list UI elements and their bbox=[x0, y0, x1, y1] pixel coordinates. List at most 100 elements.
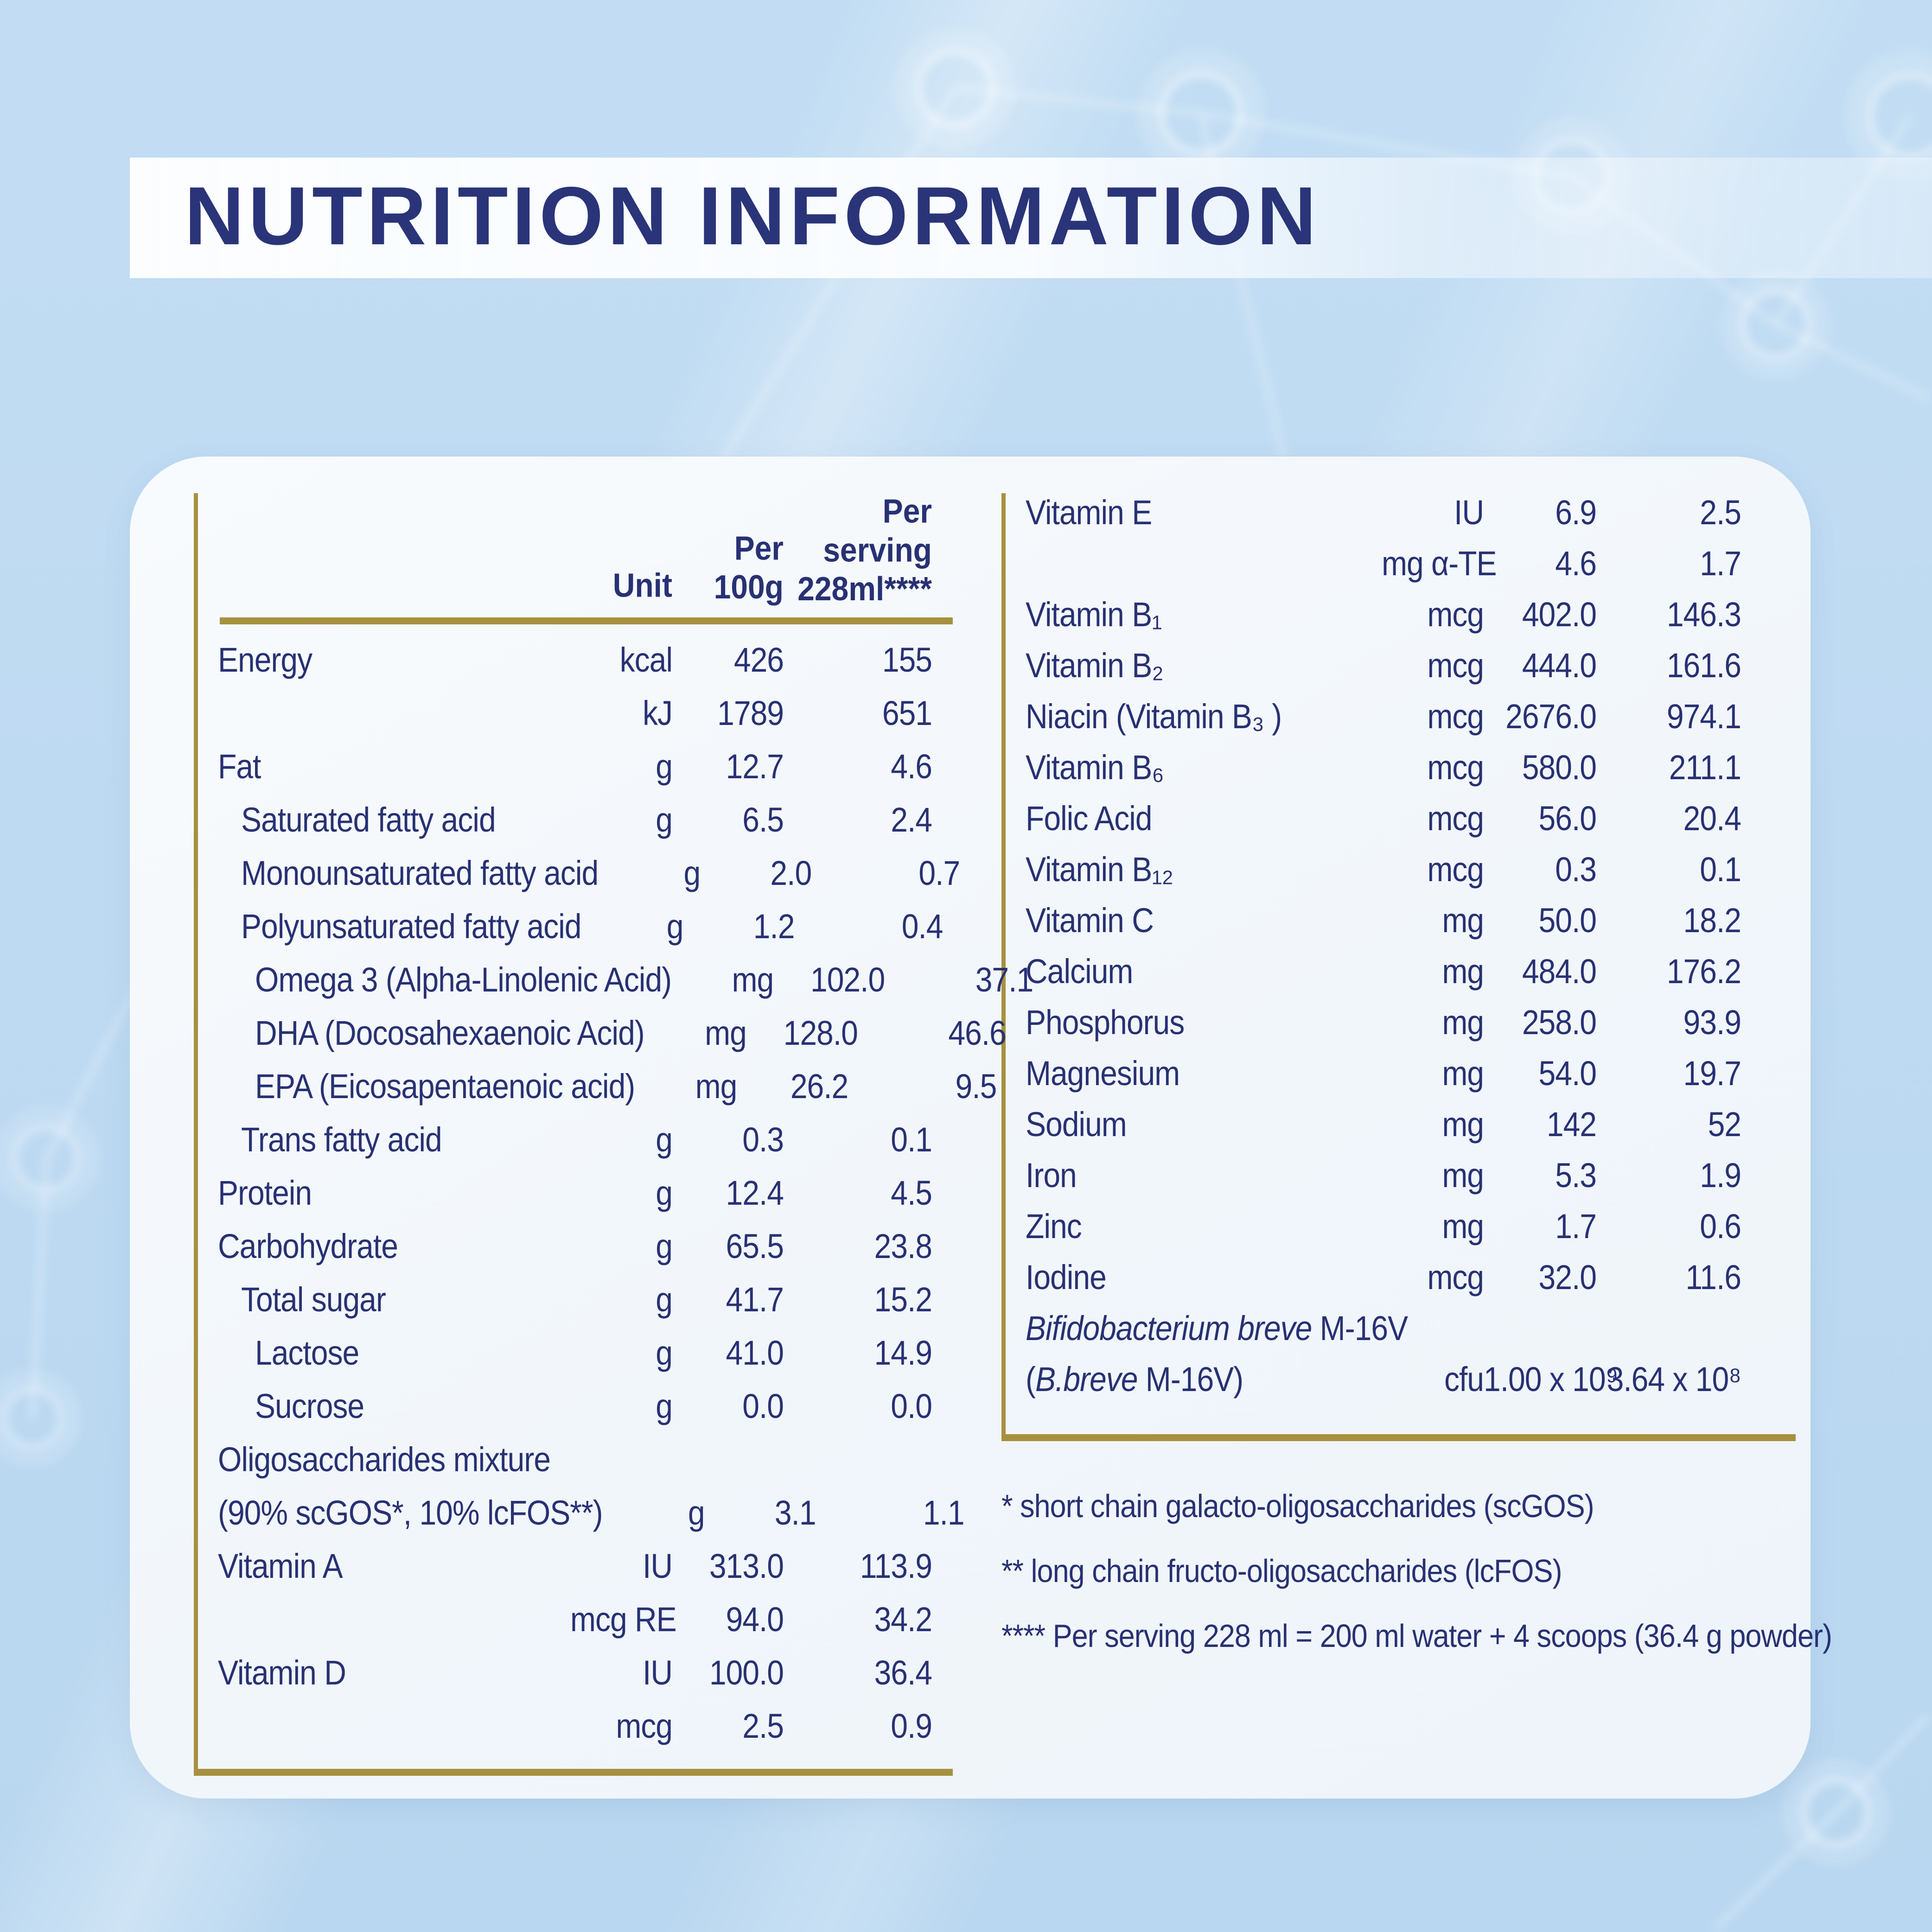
row-value-per-serving: 211.1 bbox=[1669, 748, 1741, 787]
row-label: Carbohydrate bbox=[218, 1227, 398, 1265]
row-unit: mcg bbox=[616, 1706, 673, 1745]
row-label: Protein bbox=[218, 1173, 312, 1212]
table-row-bifidobacterium-line1: Bifidobacterium breve M-16V bbox=[1001, 1303, 1796, 1354]
row-unit: mg bbox=[695, 1067, 738, 1105]
table-row: Vitamin B₆ mcg 580.0 211.1 bbox=[1001, 742, 1796, 793]
table-row: Vitamin B₂ mcg 444.0 161.6 bbox=[1001, 640, 1796, 691]
row-label: Vitamin E bbox=[1026, 493, 1152, 532]
row-unit: g bbox=[656, 1333, 673, 1372]
row-value-per-100g: 12.4 bbox=[726, 1173, 784, 1212]
page-title: NUTRITION INFORMATION bbox=[185, 170, 1320, 262]
row-unit: g bbox=[656, 1120, 673, 1158]
table-row: Trans fatty acid g 0.3 0.1 bbox=[194, 1112, 953, 1166]
row-unit: mg bbox=[1442, 901, 1484, 940]
row-value-per-serving: 2.4 bbox=[891, 800, 932, 839]
row-unit: mg bbox=[1442, 1054, 1484, 1093]
table-row: mcg 2.5 0.9 bbox=[194, 1699, 953, 1752]
row-label: Sucrose bbox=[255, 1386, 364, 1425]
row-unit: IU bbox=[643, 1653, 673, 1691]
row-value-per-serving: 15.2 bbox=[874, 1280, 932, 1318]
table-row: kJ 1789 651 bbox=[194, 686, 953, 739]
row-value-per-serving: 23.8 bbox=[874, 1227, 932, 1265]
row-value-per-100g: 258.0 bbox=[1522, 1003, 1597, 1042]
row-value-per-serving: 37.1 bbox=[975, 960, 1033, 998]
row-label: Vitamin B₆ bbox=[1026, 748, 1164, 787]
row-label: Vitamin B₂ bbox=[1026, 646, 1164, 685]
header-per-serving: Per serving 228ml**** bbox=[797, 492, 932, 608]
row-value-per-serving: 36.4 bbox=[874, 1653, 932, 1691]
table-row: Vitamin B₁ mcg 402.0 146.3 bbox=[1001, 589, 1796, 640]
row-label: Sodium bbox=[1026, 1105, 1127, 1144]
row-value-per-100g: 56.0 bbox=[1538, 799, 1597, 838]
right-table-vertical-rule bbox=[1001, 493, 1006, 1441]
row-value-per-100g: 41.0 bbox=[726, 1333, 784, 1372]
row-label: Iodine bbox=[1026, 1258, 1107, 1296]
header-unit: Unit bbox=[612, 566, 672, 604]
row-label: Lactose bbox=[255, 1333, 359, 1372]
row-value-per-serving: 0.4 bbox=[901, 907, 944, 945]
row-value-per-100g: 313.0 bbox=[709, 1546, 784, 1585]
row-value-per-serving: 1.7 bbox=[1700, 544, 1741, 583]
row-value-per-serving: 176.2 bbox=[1666, 952, 1741, 991]
row-unit: IU bbox=[1454, 493, 1484, 532]
row-value-per-100g: 102.0 bbox=[810, 960, 885, 998]
row-label: Monounsaturated fatty acid bbox=[241, 853, 599, 892]
row-value-per-100g: 94.0 bbox=[726, 1600, 784, 1638]
row-label: Saturated fatty acid bbox=[241, 800, 496, 839]
table-row: Calcium mg 484.0 176.2 bbox=[1001, 946, 1796, 997]
row-unit: mcg bbox=[1427, 646, 1484, 685]
row-value-per-100g: 444.0 bbox=[1522, 646, 1597, 685]
title-banner: NUTRITION INFORMATION bbox=[130, 158, 1932, 278]
row-value-per-serving: 155 bbox=[882, 640, 932, 679]
row-value-per-100g: 0.3 bbox=[1555, 850, 1597, 889]
row-value-per-serving: 52 bbox=[1708, 1105, 1741, 1144]
row-unit: g bbox=[656, 1386, 673, 1425]
table-row: Sucrose g 0.0 0.0 bbox=[194, 1379, 953, 1432]
right-table-bottom-rule bbox=[1004, 1434, 1796, 1441]
row-value-per-100g: 128.0 bbox=[783, 1013, 858, 1052]
left-table-vertical-rule bbox=[194, 493, 198, 1776]
row-value-per-100g: 0.0 bbox=[742, 1386, 784, 1425]
row-value-per-100g: 6.9 bbox=[1555, 493, 1597, 532]
header-per-100g: Per 100g bbox=[714, 529, 784, 606]
row-label: Niacin (Vitamin B₃ ) bbox=[1026, 697, 1282, 736]
table-row: Carbohydrate g 65.5 23.8 bbox=[194, 1219, 953, 1272]
table-row: Vitamin C mg 50.0 18.2 bbox=[1001, 895, 1796, 946]
left-table-header: Unit Per 100g Per serving 228ml**** bbox=[194, 492, 953, 608]
left-table: Energy kcal 426 155 kJ 1789 651 Fat g 12… bbox=[194, 633, 1033, 1752]
table-row: (90% scGOS*, 10% lcFOS**) g 3.1 1.1 bbox=[194, 1486, 965, 1539]
row-label: Bifidobacterium breve M-16V bbox=[1026, 1309, 1408, 1347]
footnote-per-serving: **** Per serving 228 ml = 200 ml water +… bbox=[1001, 1618, 1832, 1654]
row-value-per-100g: 1789 bbox=[717, 693, 784, 732]
table-row: Protein g 12.4 4.5 bbox=[194, 1166, 953, 1219]
row-unit: mg bbox=[732, 960, 774, 998]
table-row: Folic Acid mcg 56.0 20.4 bbox=[1001, 793, 1796, 844]
table-row: Monounsaturated fatty acid g 2.0 0.7 bbox=[194, 846, 960, 899]
row-label: Omega 3 (Alpha-Linolenic Acid) bbox=[255, 960, 672, 998]
row-unit: mcg bbox=[1427, 595, 1484, 634]
row-value-per-serving: 974.1 bbox=[1666, 697, 1741, 736]
row-value-per-100g: 100.0 bbox=[709, 1653, 784, 1691]
row-value-per-100g: 142 bbox=[1546, 1105, 1597, 1144]
row-value-per-100g: 3.1 bbox=[774, 1493, 816, 1532]
nutrition-card bbox=[130, 457, 1811, 1799]
row-value-per-serving: 3.64 x 10⁸ bbox=[1607, 1360, 1741, 1398]
left-table-bottom-rule bbox=[197, 1769, 953, 1776]
row-value-per-serving: 2.5 bbox=[1700, 493, 1741, 532]
row-value-per-100g: 26.2 bbox=[790, 1067, 848, 1105]
row-unit: g bbox=[656, 1280, 673, 1318]
row-value-per-100g: 4.6 bbox=[1555, 544, 1597, 583]
table-row: Energy kcal 426 155 bbox=[194, 633, 953, 686]
row-unit: g bbox=[656, 800, 673, 839]
row-label: Vitamin B₁ bbox=[1026, 595, 1162, 634]
row-value-per-serving: 46.6 bbox=[948, 1013, 1006, 1052]
table-row: DHA (Docosahexaenoic Acid) mg 128.0 46.6 bbox=[194, 1006, 1007, 1059]
table-row: Polyunsaturated fatty acid g 1.2 0.4 bbox=[194, 899, 953, 953]
table-row: Phosphorus mg 258.0 93.9 bbox=[1001, 997, 1796, 1048]
row-value-per-serving: 18.2 bbox=[1683, 901, 1741, 940]
row-value-per-serving: 0.1 bbox=[891, 1120, 932, 1158]
row-unit: mcg bbox=[1427, 748, 1484, 787]
row-value-per-serving: 20.4 bbox=[1683, 799, 1741, 838]
row-unit: mg bbox=[705, 1013, 747, 1052]
